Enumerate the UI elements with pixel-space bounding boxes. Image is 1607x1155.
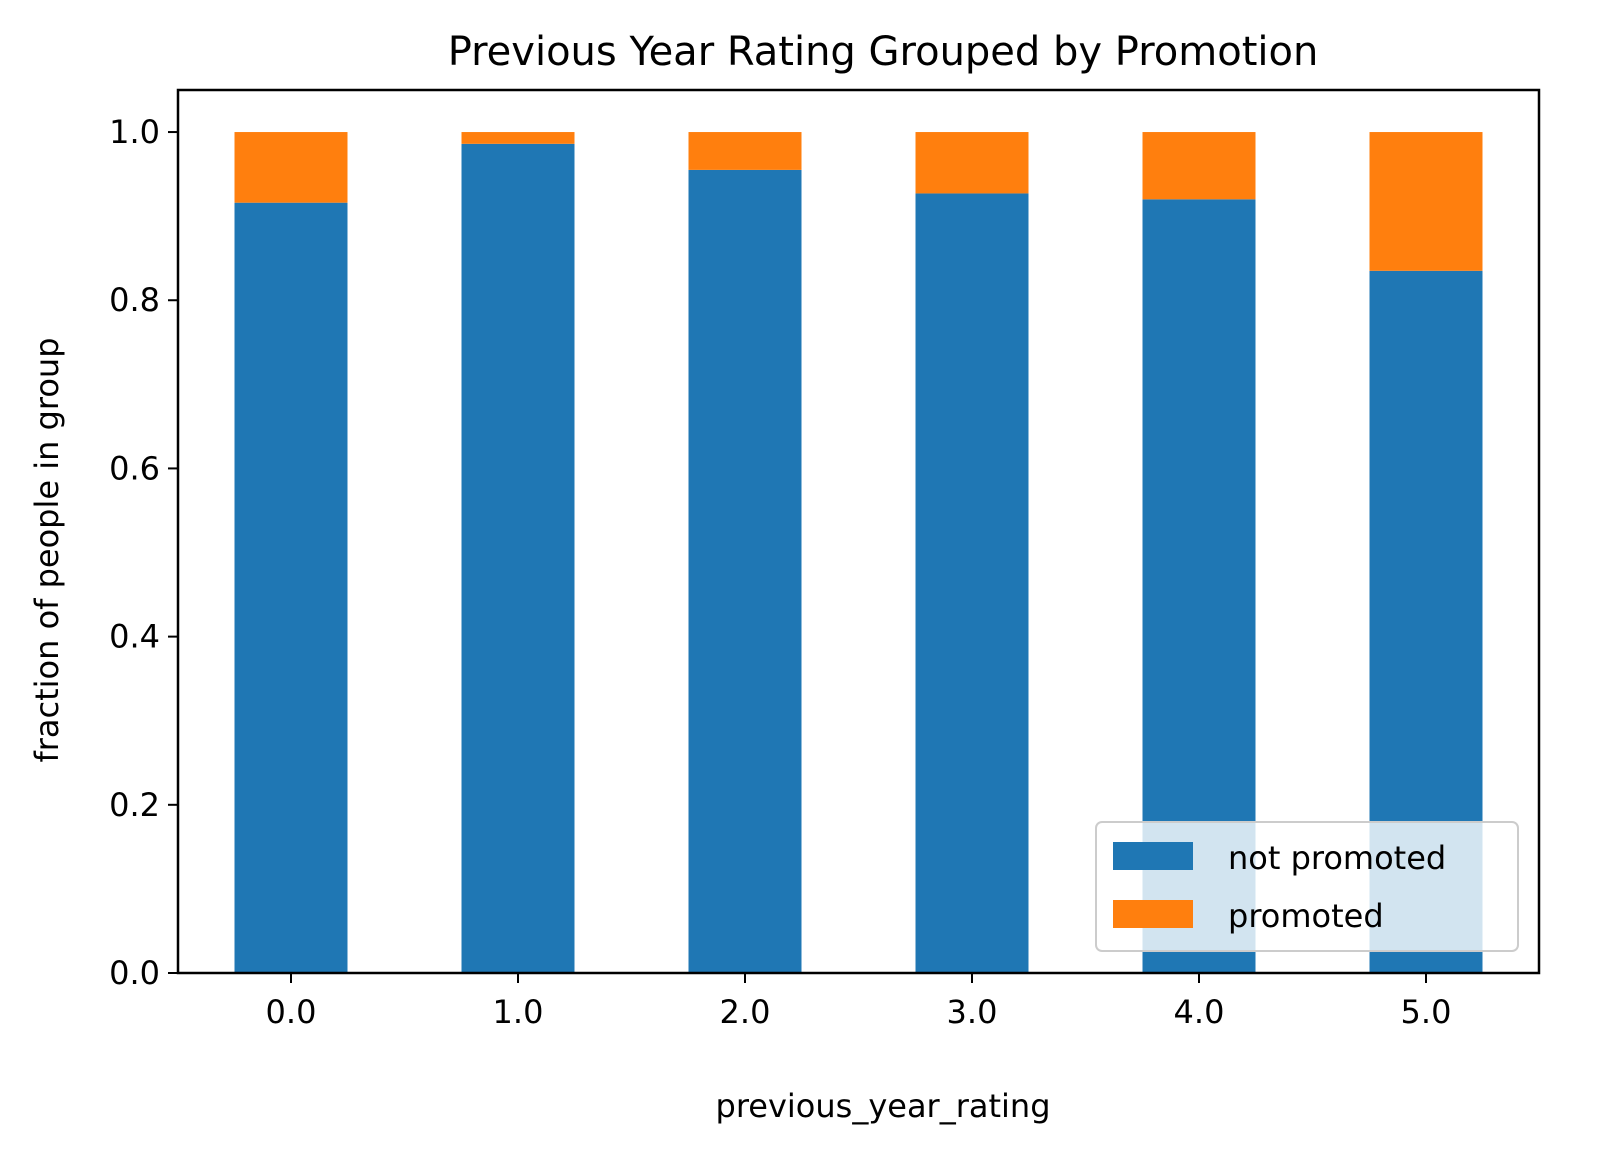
legend-swatch-not-promoted (1113, 842, 1193, 870)
axes-layer: 0.0 0.2 0.4 0.6 0.8 1.0 0.0 1.0 2.0 3.0 4.0 5.0 (109, 88, 1541, 1031)
plot-frame (176, 88, 1541, 975)
y-tick-label: 0.4 (109, 618, 160, 656)
y-tick-label: 0.6 (109, 449, 160, 487)
legend-box (1095, 821, 1519, 952)
chart-title: Previous Year Rating Grouped by Promotio… (448, 29, 1319, 75)
x-tick-label: 4.0 (1174, 993, 1225, 1031)
x-axis-label: previous_year_rating (716, 1087, 1051, 1125)
y-tick-label: 0.0 (109, 954, 160, 992)
bar-not-promoted-2 (688, 169, 802, 973)
bar-not-promoted-1 (461, 143, 575, 974)
bars-layer (234, 132, 1483, 974)
x-tick-label: 3.0 (947, 993, 998, 1031)
y-tick-label: 0.2 (109, 786, 160, 824)
bar-promoted-3 (915, 132, 1029, 194)
bar-not-promoted-0 (234, 202, 348, 973)
bar-not-promoted-3 (915, 193, 1029, 974)
bar-promoted-5 (1369, 132, 1483, 271)
x-tick-label: 1.0 (493, 993, 544, 1031)
y-tick-label: 0.8 (109, 281, 160, 319)
x-tick-label: 5.0 (1401, 993, 1452, 1031)
y-axis-label: fraction of people in group (28, 337, 66, 762)
legend: not promoted promoted (1095, 821, 1519, 952)
bar-promoted-2 (688, 132, 802, 170)
y-tick-label: 1.0 (109, 113, 160, 151)
x-tick-label: 0.0 (266, 993, 317, 1031)
legend-label-not-promoted: not promoted (1228, 839, 1446, 877)
bar-promoted-4 (1142, 132, 1256, 200)
bar-promoted-0 (234, 132, 348, 203)
legend-swatch-promoted (1113, 900, 1193, 928)
x-tick-label: 2.0 (720, 993, 771, 1031)
legend-label-promoted: promoted (1228, 897, 1384, 935)
bar-promoted-1 (461, 132, 575, 144)
